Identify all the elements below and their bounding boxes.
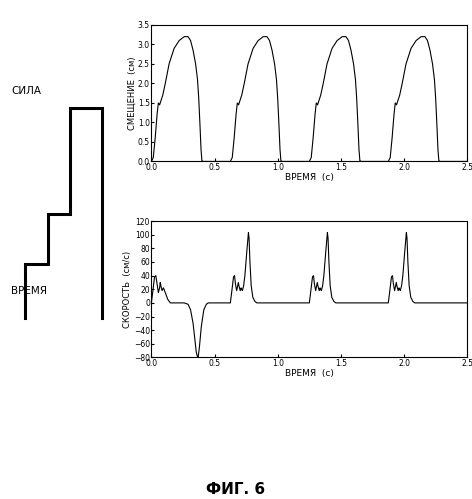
X-axis label: ВРЕМЯ  (с): ВРЕМЯ (с): [285, 369, 334, 378]
Text: ВРЕМЯ: ВРЕМЯ: [11, 286, 48, 296]
Y-axis label: СМЕЩЕНИЕ  (см): СМЕЩЕНИЕ (см): [127, 56, 136, 130]
Text: СИЛА: СИЛА: [11, 86, 42, 96]
Y-axis label: СКОРОСТЬ  (см/с): СКОРОСТЬ (см/с): [124, 250, 133, 328]
Text: ФИГ. 6: ФИГ. 6: [206, 482, 266, 497]
X-axis label: ВРЕМЯ  (с): ВРЕМЯ (с): [285, 173, 334, 182]
